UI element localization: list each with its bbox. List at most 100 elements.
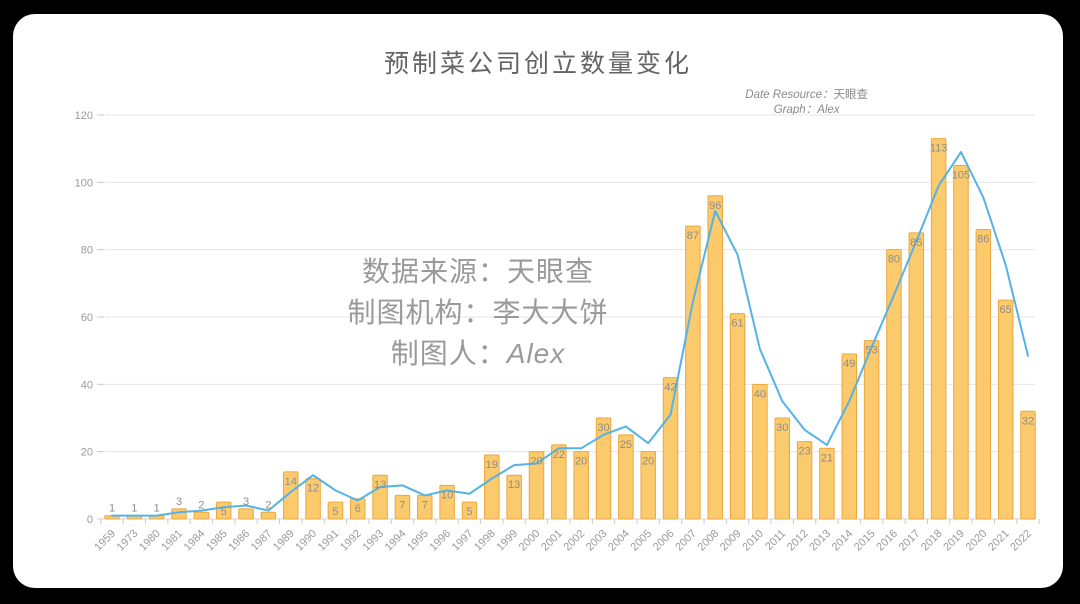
x-axis-label: 1993 — [360, 528, 386, 554]
watermark-author-value: Alex — [506, 338, 566, 369]
bar — [863, 340, 880, 520]
watermark-data-source: 数据来源：天眼查 — [361, 256, 594, 287]
x-axis-label: 2005 — [629, 528, 655, 554]
bar — [662, 377, 679, 520]
bar — [551, 444, 567, 520]
x-axis-label: 2011 — [763, 528, 788, 553]
bar-value-label: 5 — [332, 506, 338, 518]
bar-value-label: 7 — [422, 499, 428, 511]
x-axis-label: 2018 — [919, 528, 945, 554]
bar-value-label: 53 — [865, 345, 877, 357]
x-axis-label: 2006 — [651, 528, 677, 554]
bar-value-label: 65 — [1000, 304, 1012, 316]
bar — [640, 451, 656, 520]
y-axis-label: 120 — [75, 110, 93, 122]
y-axis-label: 100 — [75, 177, 93, 189]
chart-card: 预制菜公司创立数量变化 Date Resource：天眼查 Graph：Alex… — [13, 14, 1063, 588]
bar — [595, 417, 612, 520]
bar — [796, 441, 813, 520]
x-axis-label: 1994 — [383, 528, 409, 554]
bar-value-label: 20 — [530, 456, 542, 468]
bar — [327, 501, 344, 520]
bar — [774, 417, 790, 520]
bar — [819, 447, 835, 520]
bar-value-label: 30 — [597, 422, 609, 434]
x-axis-label: 2001 — [539, 528, 565, 554]
bar-value-label: 25 — [620, 439, 632, 451]
x-axis-label: 2020 — [964, 528, 990, 554]
watermark-org: 制图机构：李大大饼 — [347, 297, 609, 328]
x-axis-label: 1998 — [472, 528, 498, 554]
x-axis-label: 1996 — [427, 528, 453, 554]
y-axis-label: 60 — [81, 312, 93, 324]
x-axis-label: 2022 — [1008, 528, 1034, 554]
bar — [1020, 410, 1036, 520]
bar-value-label: 5 — [221, 506, 227, 518]
x-axis-label: 1989 — [271, 528, 297, 554]
bar-value-label: 1 — [154, 503, 160, 515]
bar — [841, 353, 858, 520]
bar — [908, 232, 925, 520]
bar-value-label: 3 — [243, 496, 249, 508]
trend-line — [111, 151, 1029, 517]
x-axis-label: 1992 — [338, 528, 364, 554]
x-axis-label: 2004 — [606, 528, 632, 554]
x-axis-label: 2019 — [941, 528, 967, 554]
date-resource-value: 天眼查 — [833, 89, 869, 101]
x-axis-label: 1986 — [226, 528, 252, 554]
bar — [484, 454, 500, 520]
bar-value-label: 13 — [508, 479, 520, 491]
bar-value-label: 40 — [754, 388, 766, 400]
bar-value-label: 32 — [1022, 415, 1034, 427]
bar — [618, 434, 634, 520]
bar-value-label: 20 — [642, 456, 654, 468]
bar-value-label: 10 — [441, 489, 453, 501]
x-axis-label: 2000 — [517, 528, 543, 554]
date-resource-label: Date Resource： — [745, 89, 834, 101]
bar-value-label: 2 — [265, 499, 271, 511]
bar-value-label: 14 — [285, 476, 297, 488]
bar-value-label: 21 — [821, 452, 833, 464]
x-axis-label: 1959 — [92, 528, 118, 554]
bar-value-label: 22 — [553, 449, 565, 461]
bar-value-label: 30 — [776, 422, 788, 434]
bar-value-label: 12 — [307, 483, 319, 495]
x-axis-label: 2010 — [740, 528, 766, 554]
x-axis-label: 1981 — [159, 528, 185, 554]
bar-value-label: 6 — [355, 503, 361, 515]
bar-value-label: 23 — [798, 446, 810, 458]
bar-value-label: 96 — [709, 200, 721, 212]
x-axis-label: 1973 — [115, 528, 141, 554]
x-axis-label: 1999 — [494, 528, 520, 554]
bar — [930, 138, 947, 520]
bar-value-label: 3 — [176, 496, 182, 508]
x-axis-label: 2012 — [785, 528, 811, 554]
date-resource-line: Date Resource：天眼查 — [745, 88, 868, 103]
bar-value-label: 2 — [198, 499, 204, 511]
x-axis-label: 2009 — [718, 528, 744, 554]
bar-value-label: 85 — [910, 237, 922, 249]
x-axis-label: 2003 — [584, 528, 610, 554]
x-axis-label: 1997 — [450, 528, 476, 554]
x-axis-label: 2008 — [696, 528, 722, 554]
x-axis-label: 1984 — [182, 528, 208, 554]
bar-value-label: 19 — [486, 459, 498, 471]
bar-value-label: 105 — [952, 170, 970, 182]
bar — [729, 313, 746, 520]
graph-credit-line: Graph：Alex — [745, 103, 868, 118]
bar — [506, 474, 522, 520]
bar-value-label: 80 — [888, 254, 900, 266]
bar — [439, 484, 455, 520]
bar — [573, 451, 589, 520]
bar-value-label: 86 — [977, 233, 989, 245]
x-axis-label: 2016 — [874, 528, 900, 554]
bar-value-label: 42 — [664, 382, 676, 394]
x-axis-label: 1987 — [249, 528, 275, 554]
x-axis-label: 1990 — [293, 528, 319, 554]
watermark-author-label: 制图人： — [390, 338, 507, 369]
bar-value-label: 5 — [466, 506, 472, 518]
bar — [305, 478, 321, 520]
bar — [886, 249, 902, 520]
